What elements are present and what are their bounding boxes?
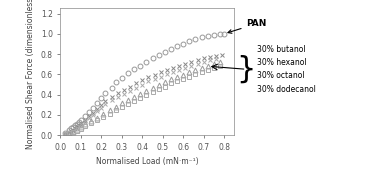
Text: }: }	[236, 55, 256, 84]
Y-axis label: Normalised Shear Force (dimensionless): Normalised Shear Force (dimensionless)	[26, 0, 35, 149]
Text: PAN: PAN	[228, 19, 267, 33]
Text: 30% butanol
30% hexanol
30% octanol
30% dodecanol: 30% butanol 30% hexanol 30% octanol 30% …	[257, 45, 316, 94]
X-axis label: Normalised Load (mN·m⁻¹): Normalised Load (mN·m⁻¹)	[96, 157, 199, 166]
